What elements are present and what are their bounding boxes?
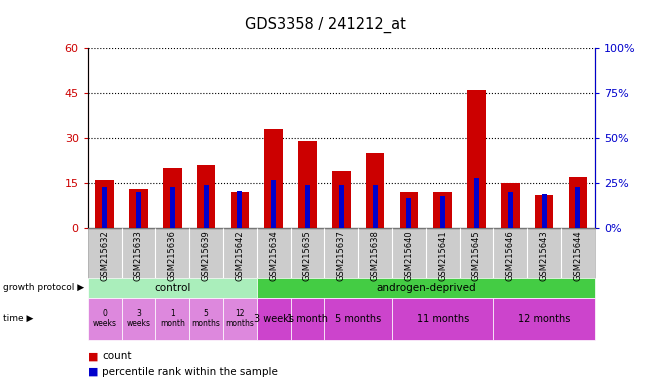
Text: count: count: [102, 351, 131, 361]
Text: 12
months: 12 months: [226, 309, 254, 328]
Text: ■: ■: [88, 367, 98, 377]
Bar: [575, 187, 580, 228]
Text: GDS3358 / 241212_at: GDS3358 / 241212_at: [244, 17, 406, 33]
Text: GSM215644: GSM215644: [573, 230, 582, 281]
Bar: [163, 168, 181, 228]
Bar: [265, 129, 283, 228]
Text: 1 month: 1 month: [287, 314, 328, 324]
Bar: [434, 192, 452, 228]
Text: GSM215634: GSM215634: [269, 230, 278, 281]
Bar: [332, 171, 350, 228]
Text: 1
month: 1 month: [160, 309, 185, 328]
Bar: [271, 180, 276, 228]
Text: time ▶: time ▶: [3, 314, 34, 323]
Bar: [339, 185, 344, 228]
Bar: [406, 198, 411, 228]
Text: 3 weeks: 3 weeks: [254, 314, 294, 324]
Text: 5
months: 5 months: [192, 309, 220, 328]
Bar: [474, 178, 479, 228]
Text: GSM215633: GSM215633: [134, 230, 143, 281]
Bar: [508, 192, 513, 228]
Text: androgen-deprived: androgen-deprived: [376, 283, 476, 293]
Bar: [467, 90, 486, 228]
Bar: [237, 190, 242, 228]
Bar: [96, 180, 114, 228]
Bar: [102, 187, 107, 228]
Text: ■: ■: [88, 351, 98, 361]
Bar: [372, 185, 378, 228]
Text: 0
weeks: 0 weeks: [93, 309, 116, 328]
Text: 11 months: 11 months: [417, 314, 469, 324]
Text: percentile rank within the sample: percentile rank within the sample: [102, 367, 278, 377]
Text: growth protocol ▶: growth protocol ▶: [3, 283, 84, 293]
Bar: [569, 177, 587, 228]
Text: GSM215640: GSM215640: [404, 230, 413, 281]
Bar: [129, 189, 148, 228]
Text: GSM215638: GSM215638: [370, 230, 380, 281]
Text: GSM215643: GSM215643: [540, 230, 549, 281]
Bar: [136, 192, 141, 228]
Text: GSM215636: GSM215636: [168, 230, 177, 281]
Text: GSM215635: GSM215635: [303, 230, 312, 281]
Text: 5 months: 5 months: [335, 314, 382, 324]
Bar: [231, 192, 249, 228]
Bar: [170, 187, 175, 228]
Text: GSM215646: GSM215646: [506, 230, 515, 281]
Text: GSM215641: GSM215641: [438, 230, 447, 281]
Bar: [440, 196, 445, 228]
Bar: [535, 195, 553, 228]
Text: GSM215645: GSM215645: [472, 230, 481, 281]
Bar: [366, 153, 384, 228]
Text: 12 months: 12 months: [518, 314, 570, 324]
Text: GSM215637: GSM215637: [337, 230, 346, 281]
Text: GSM215632: GSM215632: [100, 230, 109, 281]
Bar: [501, 184, 519, 228]
Text: control: control: [154, 283, 190, 293]
Text: GSM215642: GSM215642: [235, 230, 244, 281]
Bar: [298, 141, 317, 228]
Bar: [203, 185, 209, 228]
Text: 3
weeks: 3 weeks: [127, 309, 150, 328]
Bar: [541, 194, 547, 228]
Bar: [305, 185, 310, 228]
Bar: [400, 192, 418, 228]
Bar: [197, 165, 215, 228]
Text: GSM215639: GSM215639: [202, 230, 211, 281]
